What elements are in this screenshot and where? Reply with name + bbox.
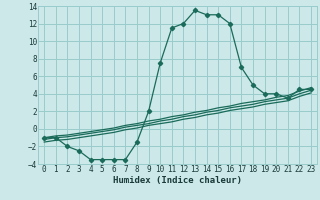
X-axis label: Humidex (Indice chaleur): Humidex (Indice chaleur) xyxy=(113,176,242,185)
